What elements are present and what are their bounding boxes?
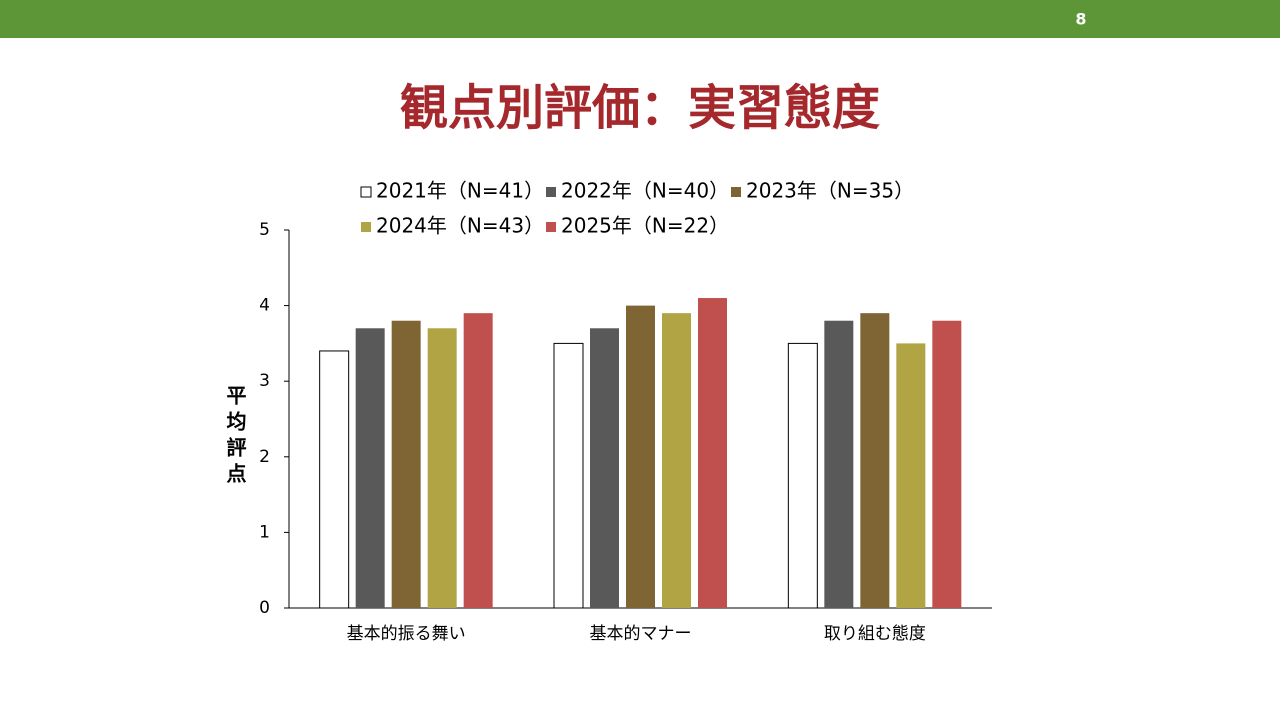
- bar: [824, 320, 854, 608]
- legend-label: 2021年（N=41）: [376, 179, 544, 203]
- legend-swatch: [361, 222, 371, 232]
- y-tick-label: 2: [259, 447, 270, 467]
- bar: [860, 313, 890, 608]
- legend-label: 2025年（N=22）: [561, 214, 729, 238]
- chart-title: 観点別評価：実習態度: [400, 80, 880, 136]
- bar: [391, 320, 421, 608]
- y-tick-label: 0: [259, 598, 270, 618]
- legend-swatch: [546, 187, 556, 197]
- y-tick-label: 4: [259, 296, 270, 316]
- legend-swatch: [731, 187, 741, 197]
- page-number: 8: [1075, 10, 1086, 29]
- bar: [787, 342, 818, 609]
- bar: [319, 350, 350, 609]
- bar: [463, 313, 493, 608]
- bar: [553, 342, 584, 609]
- legend-label: 2024年（N=43）: [376, 214, 544, 238]
- bar: [355, 328, 385, 608]
- y-tick-label: 3: [259, 371, 270, 391]
- y-axis-label: 平均評点: [223, 385, 247, 489]
- bar: [626, 305, 655, 608]
- y-tick-label: 1: [259, 522, 270, 542]
- x-tick-label: 取り組む態度: [824, 624, 926, 644]
- header-bar: [0, 0, 1280, 38]
- legend-swatch: [360, 186, 372, 198]
- legend-swatch: [546, 222, 556, 232]
- bar: [590, 328, 619, 608]
- x-tick-label: 基本的マナー: [590, 624, 692, 644]
- bar: [932, 320, 962, 608]
- bar: [427, 328, 457, 608]
- bar: [698, 298, 727, 608]
- y-tick-label: 5: [259, 220, 270, 240]
- legend-label: 2022年（N=40）: [561, 179, 729, 203]
- x-tick-label: 基本的振る舞い: [347, 624, 466, 644]
- legend-label: 2023年（N=35）: [746, 179, 914, 203]
- bar: [896, 343, 926, 608]
- bar: [662, 313, 691, 608]
